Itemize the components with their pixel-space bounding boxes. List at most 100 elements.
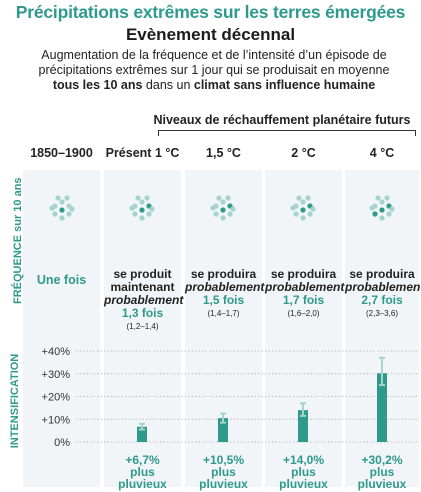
description-bold-1: tous les 10 ans [52,78,143,92]
frequency-once: Une fois [36,273,87,287]
chart-subtitle: Evènement décennal [125,25,296,44]
rain-dot [307,211,313,217]
intensification-1-5-l1: plus [211,465,236,479]
rain-dot [290,205,296,211]
intensification-present-value: +6,7% [125,453,160,467]
rain-dot [49,205,55,211]
frequency-present: se produit maintenant probablement 1,3 f… [104,267,183,333]
intensification-4-l2: pluvieux [357,477,407,491]
bar [377,373,387,442]
rain-dot [372,211,378,217]
frequency-1-5-line1: se produira [190,267,257,281]
frequency-present-value: 1,3 fois [121,306,164,320]
rain-icons [49,195,395,221]
rain-dot [59,199,65,205]
bar [218,418,228,442]
rain-dot [220,207,226,213]
intensification-1-5: +10,5% plus pluvieux [185,454,262,490]
rain-dot [300,207,306,213]
bar [298,410,308,442]
intensification-2-value: +14,0% [282,453,325,467]
future-levels-bracket [158,130,416,136]
frequency-1-5-range: (1,4–1,7) [207,309,240,318]
chart-title: Précipitations extrêmes sur les terres é… [15,2,406,22]
description-mid: dans un [142,78,194,92]
rain-dot [146,211,152,217]
column-header-2: 2 °C [291,146,316,160]
rain-dot [59,215,65,221]
column-header-present: Présent 1 °C [105,146,180,160]
frequency-present-line2: maintenant [110,280,175,294]
intensification-1-5-value: +10,5% [202,453,245,467]
rain-dot [69,206,75,212]
y-tick-label: +40% [42,346,71,358]
intensification-2: +14,0% plus pluvieux [265,454,342,490]
intensification-4: +30,2% plus pluvieux [345,454,419,490]
rain-icon [369,195,395,221]
rain-dot [386,211,392,217]
rain-dot [66,211,72,217]
rain-dot [213,211,219,217]
rain-dot [139,215,145,221]
rain-dot [375,195,381,201]
rain-dot [379,207,385,213]
frequency-4-em: probablement [345,280,421,294]
intensification-1-5-l2: pluvieux [199,477,248,491]
frequency-4-range: (2,3–3,6) [365,309,399,318]
rain-dot [379,215,385,221]
y-tick-label: +10% [42,414,71,426]
frequency-present-range: (1,2–1,4) [126,322,159,331]
future-levels-label: Niveaux de réchauffement planétaire futu… [153,113,411,127]
rain-dot [305,195,311,201]
intensification-4-value: +30,2% [361,453,403,467]
rain-dot [369,205,375,211]
rain-dot [379,199,385,205]
frequency-2-line1: se produira [270,267,337,281]
frequency-1-5: se produira probablement 1,5 fois (1,4–1… [185,267,265,320]
intensification-2-l1: plus [291,465,316,479]
rain-dot [149,206,155,212]
rain-dot [389,206,395,212]
y-tick-label: +30% [42,369,71,381]
column-panel-1850 [23,170,100,487]
intensification-chart: 0% +10% +20% +30% +40% [42,346,418,449]
rain-dot [52,211,58,217]
rain-dot [227,211,233,217]
rain-dot [300,199,306,205]
rain-icon [129,195,155,221]
intensification-2-l2: pluvieux [279,477,328,491]
rain-dot [296,195,302,201]
rain-dot [135,195,141,201]
rain-dot [293,211,299,217]
frequency-4-line1: se produira [349,267,415,281]
rain-dot [59,207,65,213]
rain-icon [49,195,75,221]
rain-dot [216,195,222,201]
frequency-present-line1: se produit [113,267,172,281]
y-tick-label: 0% [54,437,70,449]
rain-icon [290,195,316,221]
frequency-4-value: 2,7 fois [361,293,403,307]
description: Augmentation de la fréquence et de l’int… [18,48,410,93]
rain-dot [310,206,316,212]
rain-dot [139,207,145,213]
rain-dot [220,199,226,205]
rain-dot [55,195,61,201]
column-header-1-5: 1,5 °C [206,146,241,160]
description-line-1: Augmentation de la fréquence et de l’int… [41,48,387,62]
rain-dot [384,195,390,201]
rain-dot [132,211,138,217]
column-header-1850: 1850–1900 [30,146,93,160]
column-header-4: 4 °C [369,146,395,160]
rain-dot [230,206,236,212]
frequency-4: se produira probablement 2,7 fois (2,3–3… [345,267,421,320]
intensification-present-l2: pluvieux [118,477,167,491]
frequency-1-5-value: 1,5 fois [202,293,245,307]
rain-dot [225,195,231,201]
frequency-2-em: probablement [265,280,345,294]
rain-dot [210,205,216,211]
frequency-1-5-em: probablement [185,280,265,294]
bar [137,426,147,442]
frequency-2: se produira probablement 1,7 fois (1,6–2… [265,267,345,320]
description-bold-2: climat sans influence humaine [193,78,376,92]
